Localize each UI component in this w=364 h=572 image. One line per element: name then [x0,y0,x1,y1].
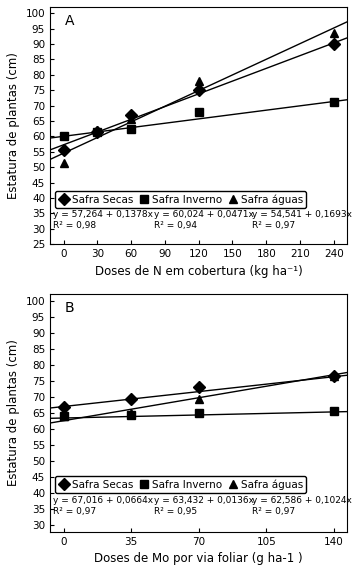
Safra Secas [61,147,66,154]
Safra Secas [61,403,66,410]
X-axis label: Doses de N em cobertura (kg ha⁻¹): Doses de N em cobertura (kg ha⁻¹) [95,265,302,277]
Safra Inverno [197,410,201,416]
Text: y = 60,024 + 0,0471x
R² = 0,94: y = 60,024 + 0,0471x R² = 0,94 [154,210,254,230]
X-axis label: Doses de Mo por via foliar (g ha-1 ): Doses de Mo por via foliar (g ha-1 ) [94,552,303,565]
Safra Inverno [129,411,133,418]
Safra Inverno [129,125,133,132]
Text: y = 67,016 + 0,0664x
R² = 0,97: y = 67,016 + 0,0664x R² = 0,97 [53,496,153,516]
Safra Inverno [332,99,336,106]
Safra Inverno [61,133,66,140]
Safra águas [129,410,133,416]
Text: y = 63,432 + 0,0136x
R² = 0,95: y = 63,432 + 0,0136x R² = 0,95 [154,496,254,516]
Safra Inverno [197,108,201,115]
Safra Secas [197,384,201,391]
Line: Safra águas: Safra águas [59,29,338,167]
Text: y = 62,586 + 0,1024x
R² = 0,97: y = 62,586 + 0,1024x R² = 0,97 [252,496,352,516]
Text: A: A [65,14,74,28]
Text: y = 54,541 + 0,1693x
R² = 0,97: y = 54,541 + 0,1693x R² = 0,97 [252,210,352,230]
Safra águas [332,373,336,380]
Safra Secas [332,373,336,380]
Legend: Safra Secas, Safra Inverno, Safra águas: Safra Secas, Safra Inverno, Safra águas [55,191,306,208]
Safra águas [197,77,201,84]
Text: y = 57,264 + 0,1378x
R² = 0,98: y = 57,264 + 0,1378x R² = 0,98 [53,210,153,230]
Y-axis label: Estatura de plantas (cm): Estatura de plantas (cm) [7,52,20,199]
Safra Secas [129,112,133,118]
Safra Inverno [61,413,66,420]
Safra Secas [129,395,133,402]
Safra águas [332,30,336,37]
Safra Inverno [95,128,99,135]
Safra águas [197,395,201,402]
Legend: Safra Secas, Safra Inverno, Safra águas: Safra Secas, Safra Inverno, Safra águas [55,476,306,492]
Line: Safra águas: Safra águas [59,372,338,420]
Safra Inverno [332,408,336,415]
Line: Safra Secas: Safra Secas [59,40,338,154]
Text: B: B [65,301,75,315]
Line: Safra Inverno: Safra Inverno [59,98,338,141]
Line: Safra Inverno: Safra Inverno [59,407,338,420]
Safra águas [61,159,66,166]
Safra águas [95,127,99,134]
Y-axis label: Estatura de plantas (cm): Estatura de plantas (cm) [7,340,20,486]
Line: Safra Secas: Safra Secas [59,372,338,411]
Safra Secas [197,87,201,94]
Safra águas [129,116,133,123]
Safra Secas [95,128,99,135]
Safra Secas [332,41,336,47]
Safra águas [61,413,66,420]
